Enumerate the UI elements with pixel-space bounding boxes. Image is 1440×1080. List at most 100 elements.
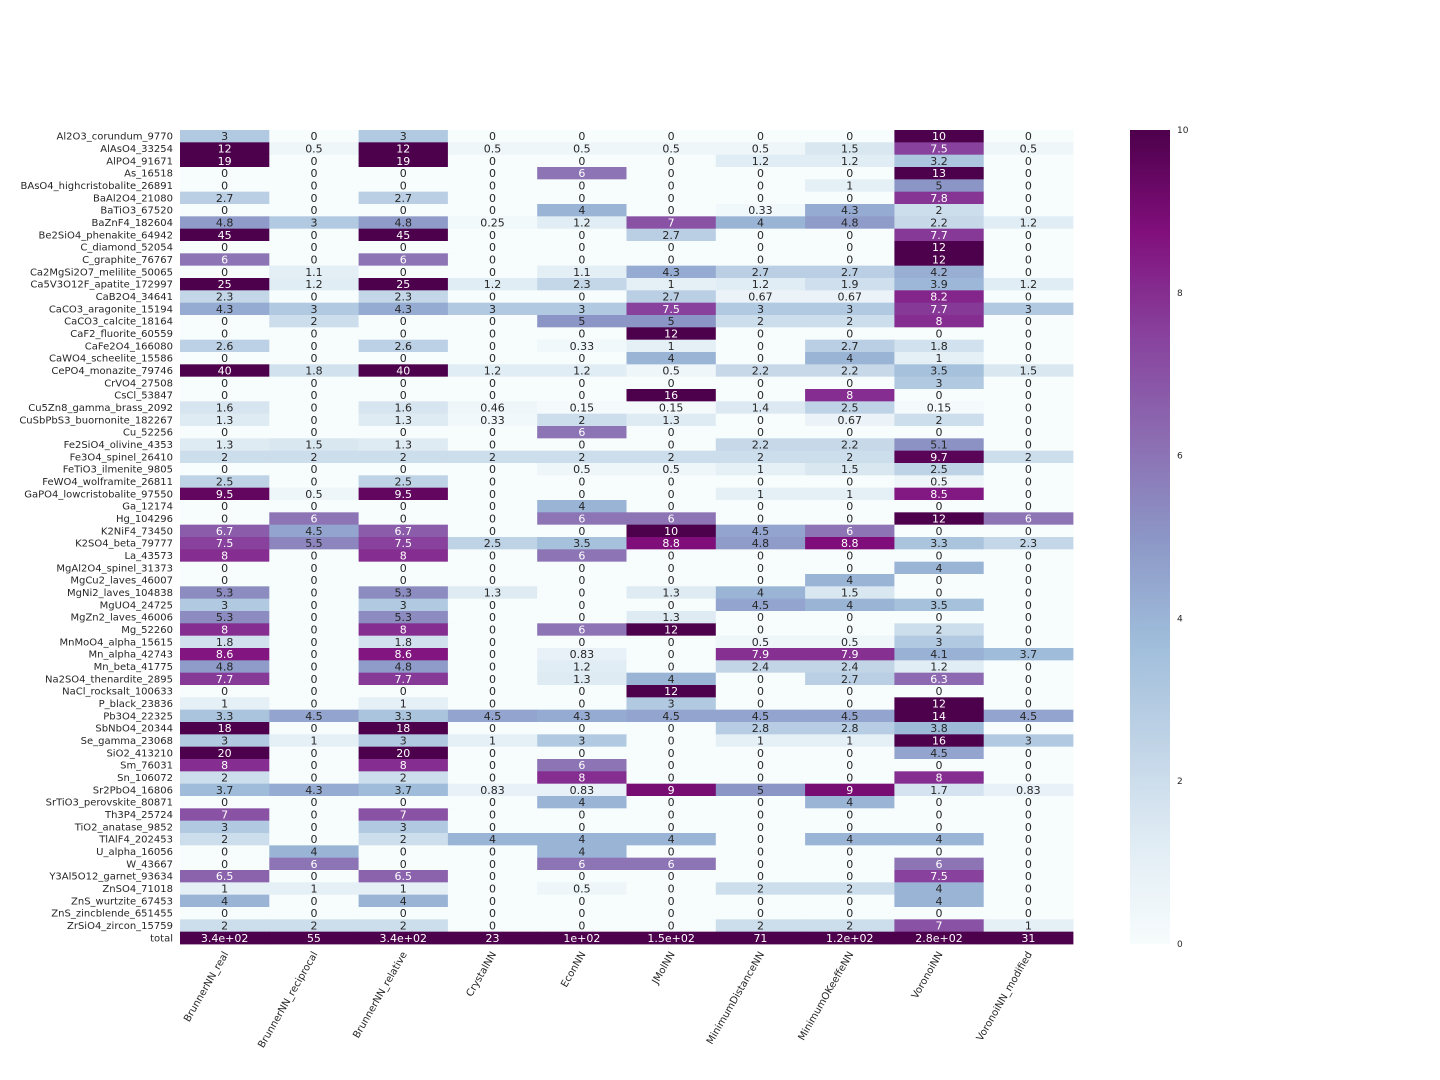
cell-value-label: 0: [489, 698, 496, 711]
heatmap-cell: [626, 537, 717, 550]
cell-value-label: 31: [1021, 932, 1035, 945]
cell-value-label: 0.25: [480, 217, 505, 230]
cell-value-label: 2.8: [841, 722, 859, 735]
heatmap-cell: [805, 561, 895, 575]
heatmap-cell: [180, 253, 270, 267]
cell-value-label: 0: [1025, 895, 1032, 908]
cell-value-label: 0: [578, 488, 585, 501]
heatmap-cell: [358, 697, 449, 711]
cell-value-label: 0.5: [484, 143, 502, 156]
heatmap-cell: [447, 450, 538, 464]
cell-value-label: 6: [578, 759, 585, 772]
cell-value-label: 4.1: [930, 648, 948, 661]
cell-value-label: 0: [846, 821, 853, 834]
heatmap-cell: [983, 438, 1074, 452]
heatmap-cell: [715, 833, 806, 846]
cell-value-label: 0: [489, 167, 496, 180]
cell-value-label: 1.1: [573, 266, 591, 279]
heatmap-cell: [180, 130, 270, 143]
cell-value-label: 0: [1025, 846, 1032, 859]
heatmap-cell: [894, 302, 985, 316]
cell-value-label: 0: [489, 648, 496, 661]
heatmap-cell: [626, 709, 717, 723]
cell-value-label: 0: [489, 685, 496, 698]
cell-value-label: 2: [936, 624, 943, 637]
cell-value-label: 5.3: [216, 587, 234, 600]
heatmap-cell: [894, 746, 985, 760]
cell-value-label: 0: [310, 648, 317, 661]
cell-value-label: 0: [1025, 414, 1032, 427]
heatmap-cell: [715, 697, 806, 711]
heatmap-cell: [715, 216, 806, 230]
cell-value-label: 3.9: [930, 278, 948, 291]
cell-value-label: 20: [218, 747, 232, 760]
heatmap-cell: [180, 327, 270, 341]
cell-value-label: 4.8: [216, 661, 234, 674]
cell-value-label: 0: [757, 180, 764, 193]
heatmap-cell: [537, 216, 627, 230]
heatmap-cell: [626, 907, 717, 920]
row-label: C_graphite_76767: [82, 255, 173, 266]
heatmap-cell: [715, 463, 806, 476]
row-label: total: [150, 933, 173, 944]
row-label: K2NiF4_73450: [101, 526, 173, 537]
cell-value-label: 7.5: [930, 870, 948, 883]
cell-value-label: 0: [757, 426, 764, 439]
cell-value-label: 4: [578, 500, 585, 513]
cell-value-label: 16: [664, 389, 678, 402]
heatmap-cell: [447, 512, 538, 526]
cell-value-label: 2: [846, 315, 853, 328]
heatmap-cell: [269, 278, 359, 291]
cell-value-label: 0: [310, 426, 317, 439]
heatmap-cell: [805, 870, 895, 883]
heatmap-cell: [180, 870, 270, 883]
heatmap-cell: [894, 364, 985, 378]
heatmap-cell: [894, 265, 985, 279]
cell-value-label: 1.3: [216, 439, 234, 452]
cell-value-label: 0: [846, 476, 853, 489]
heatmap-cell: [537, 204, 627, 217]
cell-value-label: 12: [932, 254, 946, 267]
cell-value-label: 0: [668, 809, 675, 822]
cell-value-label: 1.8: [930, 340, 948, 353]
cell-value-label: 0.5: [662, 143, 680, 156]
cell-value-label: 0: [846, 846, 853, 859]
row-label: TiO2_anatase_9852: [74, 822, 173, 833]
cell-value-label: 0: [1025, 661, 1032, 674]
cell-value-label: 0: [400, 513, 407, 526]
cell-value-label: 0: [1025, 463, 1032, 476]
heatmap-cell: [358, 376, 449, 390]
heatmap-cell: [358, 574, 449, 587]
heatmap-cell: [537, 290, 627, 304]
cell-value-label: 0: [668, 204, 675, 217]
cell-value-label: 0: [578, 920, 585, 933]
heatmap-cell: [447, 709, 538, 723]
heatmap-cell: [626, 549, 717, 563]
heatmap-cell: [983, 722, 1074, 735]
heatmap-cell: [447, 179, 538, 193]
cell-value-label: 0: [757, 414, 764, 427]
heatmap-cell: [269, 783, 359, 797]
heatmap-cell: [180, 586, 270, 600]
heatmap-cell: [626, 389, 717, 402]
cell-value-label: 0: [757, 833, 764, 846]
heatmap-cell: [358, 894, 449, 908]
cell-value-label: 2: [310, 451, 317, 464]
cell-value-label: 0: [1025, 722, 1032, 735]
heatmap-cell: [447, 500, 538, 513]
heatmap-cell: [447, 833, 538, 846]
heatmap-cell: [447, 586, 538, 600]
heatmap-cell: [805, 352, 895, 365]
heatmap-cell: [894, 919, 985, 933]
cell-value-label: 0: [489, 661, 496, 674]
heatmap-cell: [180, 771, 270, 785]
heatmap-cell: [626, 857, 717, 871]
cell-value-label: 0: [1025, 673, 1032, 686]
heatmap-cell: [180, 512, 270, 526]
cell-value-label: 1: [1025, 920, 1032, 933]
cell-value-label: 40: [396, 365, 410, 378]
heatmap-cell: [894, 561, 985, 575]
cell-value-label: 0: [668, 476, 675, 489]
cell-value-label: 0: [489, 636, 496, 649]
cell-value-label: 0: [936, 426, 943, 439]
